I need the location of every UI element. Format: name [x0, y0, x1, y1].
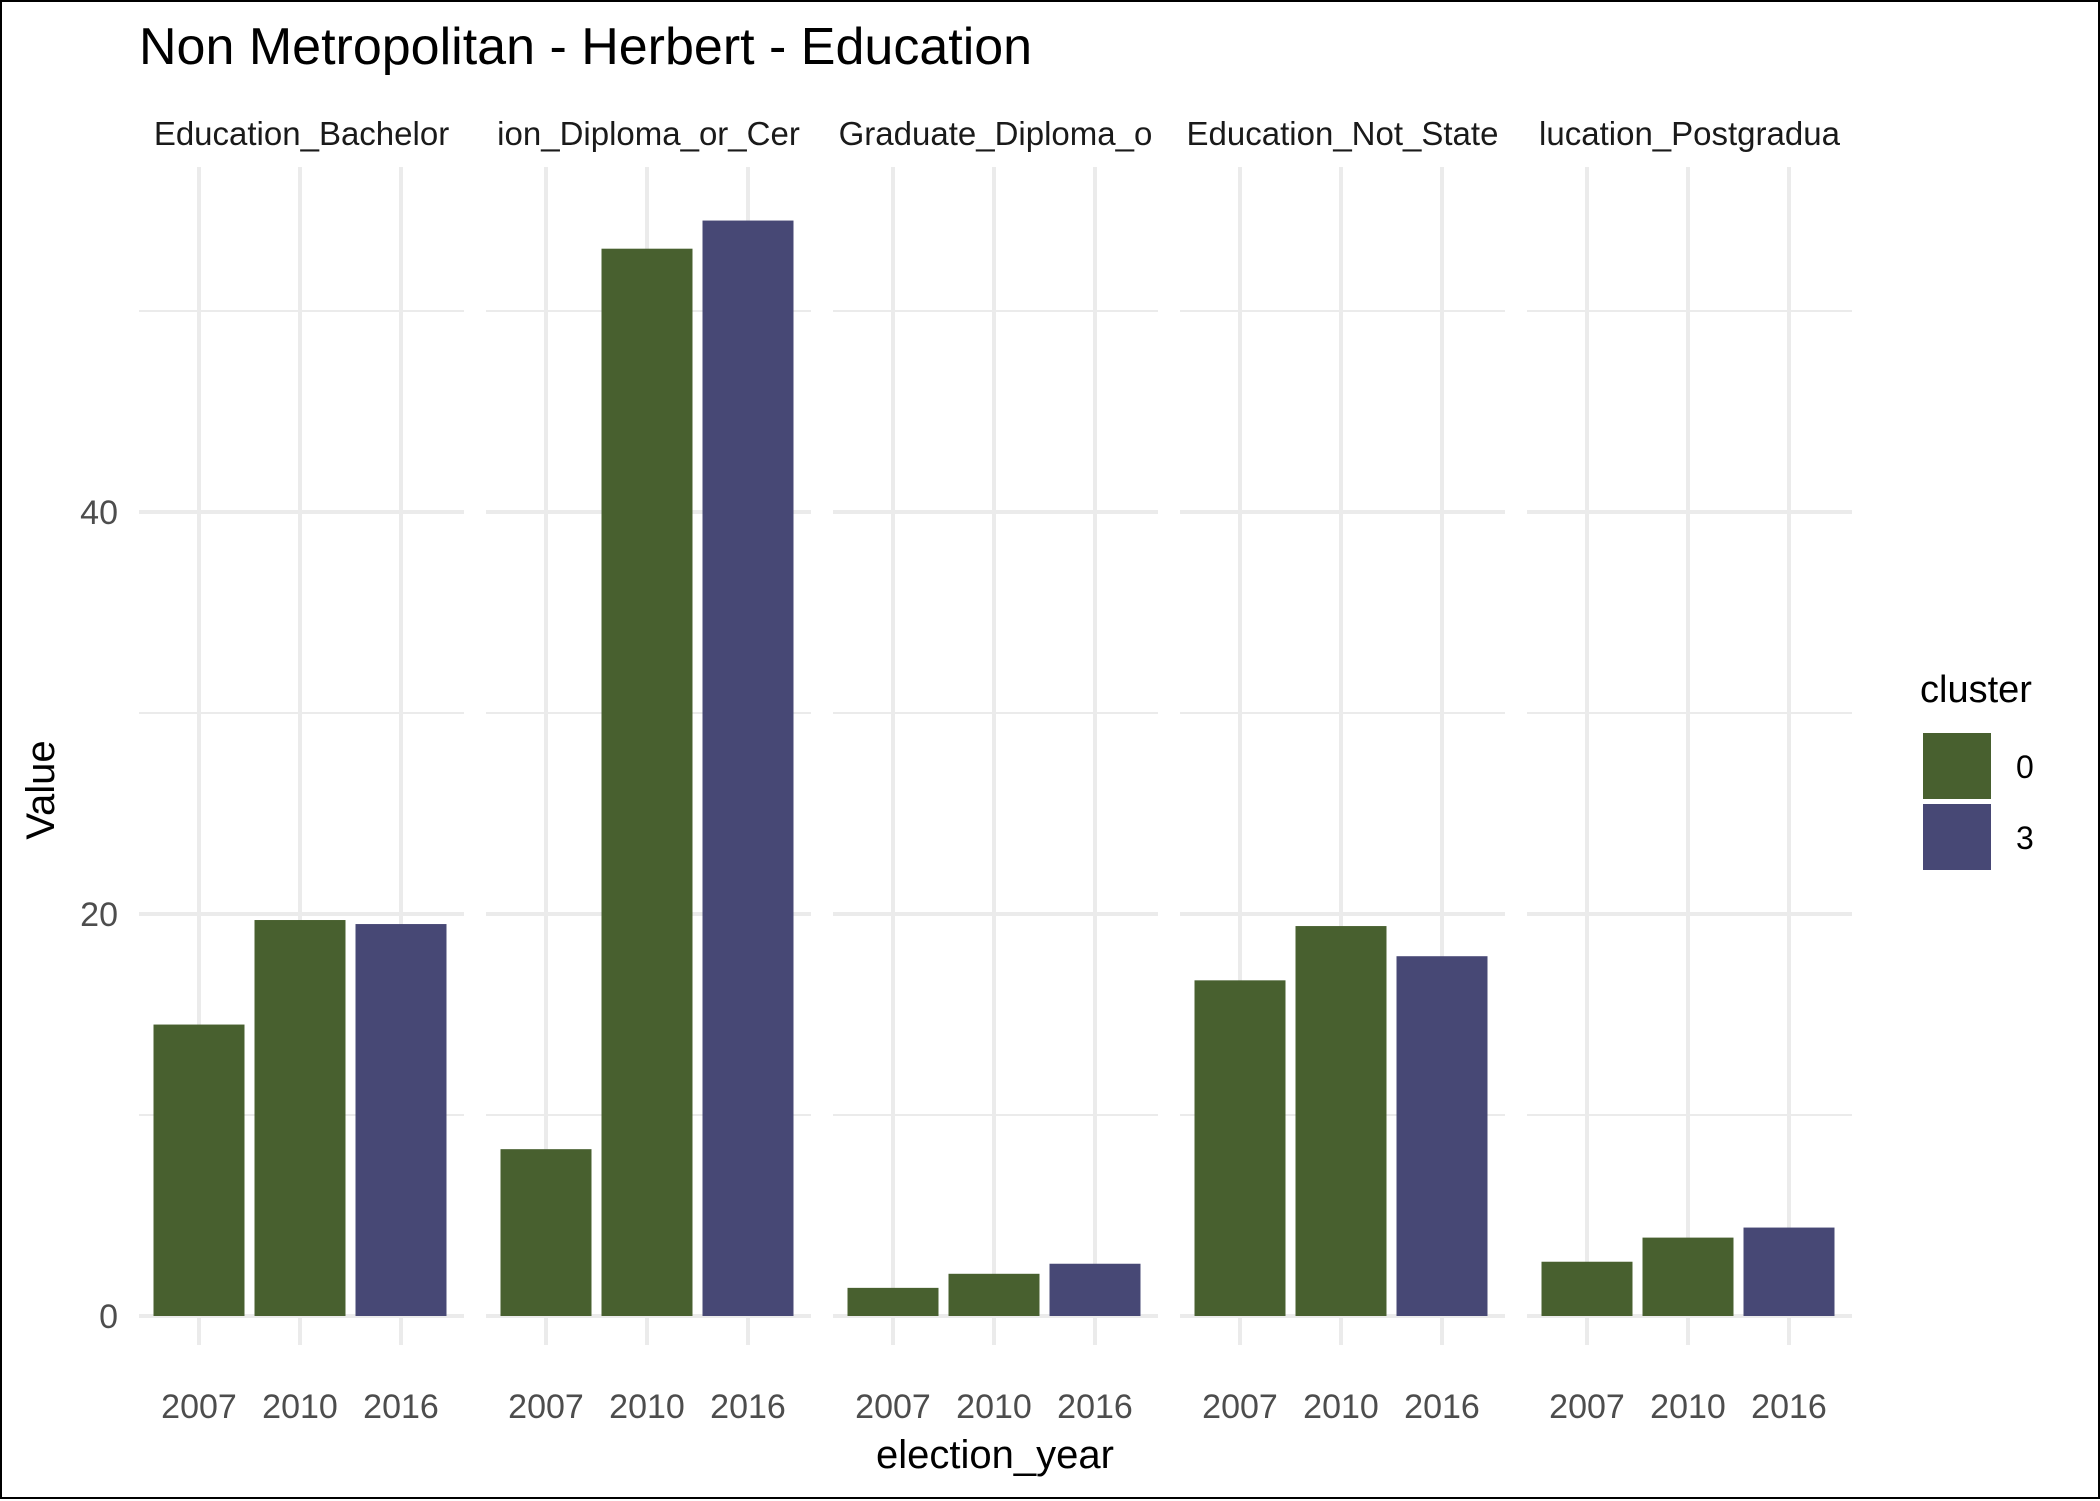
- facet-panel: Education_Bachelor 2007 2010 2016: [139, 115, 464, 1426]
- bar-2016-cluster-3: [1396, 956, 1488, 1316]
- legend-label-0: 0: [2016, 749, 2034, 785]
- legend: cluster 03: [1920, 669, 2034, 870]
- bar-2007-cluster-0: [1541, 1261, 1633, 1316]
- facet-panel: Graduate_Diploma_o 2007 2010 2016: [833, 115, 1158, 1426]
- legend-keys: 03: [1923, 733, 2034, 870]
- facet-panel: lucation_Postgradua 2007 2010 2016: [1527, 115, 1852, 1426]
- x-tick-label: 2016: [1751, 1388, 1827, 1426]
- bar-2016-cluster-3: [1049, 1263, 1141, 1316]
- x-tick-label: 2016: [1057, 1388, 1133, 1426]
- bar-2010-cluster-0: [1295, 926, 1387, 1316]
- facet-strip-label: ion_Diploma_or_Cer: [497, 115, 800, 152]
- x-tick-label: 2016: [363, 1388, 439, 1426]
- x-tick-label: 2016: [710, 1388, 786, 1426]
- x-tick-label: 2007: [1202, 1388, 1278, 1426]
- bar-2016-cluster-3: [702, 220, 794, 1316]
- bar-2010-cluster-0: [601, 248, 693, 1317]
- x-tick-label: 2010: [262, 1388, 338, 1426]
- x-tick-label: 2007: [855, 1388, 931, 1426]
- bar-2010-cluster-0: [254, 920, 346, 1316]
- y-tick-label: 0: [99, 1298, 118, 1336]
- legend-label-3: 3: [2016, 820, 2034, 856]
- facet-strip-label: Graduate_Diploma_o: [839, 115, 1153, 152]
- x-tick-label: 2010: [609, 1388, 685, 1426]
- bar-2010-cluster-0: [1642, 1237, 1734, 1316]
- x-tick-label: 2010: [1303, 1388, 1379, 1426]
- bar-2007-cluster-0: [153, 1024, 245, 1316]
- legend-swatch-3: [1923, 804, 1991, 870]
- facet-panel: Education_Not_State 2007 2010 2016: [1180, 115, 1505, 1426]
- bar-2007-cluster-0: [500, 1149, 592, 1316]
- x-tick-label: 2010: [1650, 1388, 1726, 1426]
- x-tick-label: 2007: [1549, 1388, 1625, 1426]
- y-axis: 0 20 40: [80, 494, 118, 1336]
- facet-strip-label: Education_Bachelor: [154, 115, 449, 152]
- y-axis-title: Value: [19, 740, 63, 839]
- legend-swatch-0: [1923, 733, 1991, 799]
- x-tick-label: 2007: [161, 1388, 237, 1426]
- y-tick-label: 20: [80, 896, 118, 934]
- y-tick-label: 40: [80, 494, 118, 532]
- facet-strip-label: Education_Not_State: [1187, 115, 1499, 152]
- bar-2016-cluster-3: [1743, 1227, 1835, 1316]
- bar-2010-cluster-0: [948, 1273, 1040, 1316]
- facet-panel: ion_Diploma_or_Cer 2007 2010 2016: [486, 115, 811, 1426]
- legend-title: cluster: [1920, 669, 2032, 711]
- bar-2007-cluster-0: [1194, 980, 1286, 1316]
- x-tick-label: 2007: [508, 1388, 584, 1426]
- bar-2016-cluster-3: [355, 924, 447, 1316]
- chart-title: Non Metropolitan - Herbert - Education: [139, 18, 1032, 76]
- bar-2007-cluster-0: [847, 1287, 939, 1316]
- x-tick-label: 2016: [1404, 1388, 1480, 1426]
- x-tick-label: 2010: [956, 1388, 1032, 1426]
- facet-strip-label: lucation_Postgradua: [1539, 115, 1841, 152]
- x-axis-title: election_year: [876, 1433, 1114, 1477]
